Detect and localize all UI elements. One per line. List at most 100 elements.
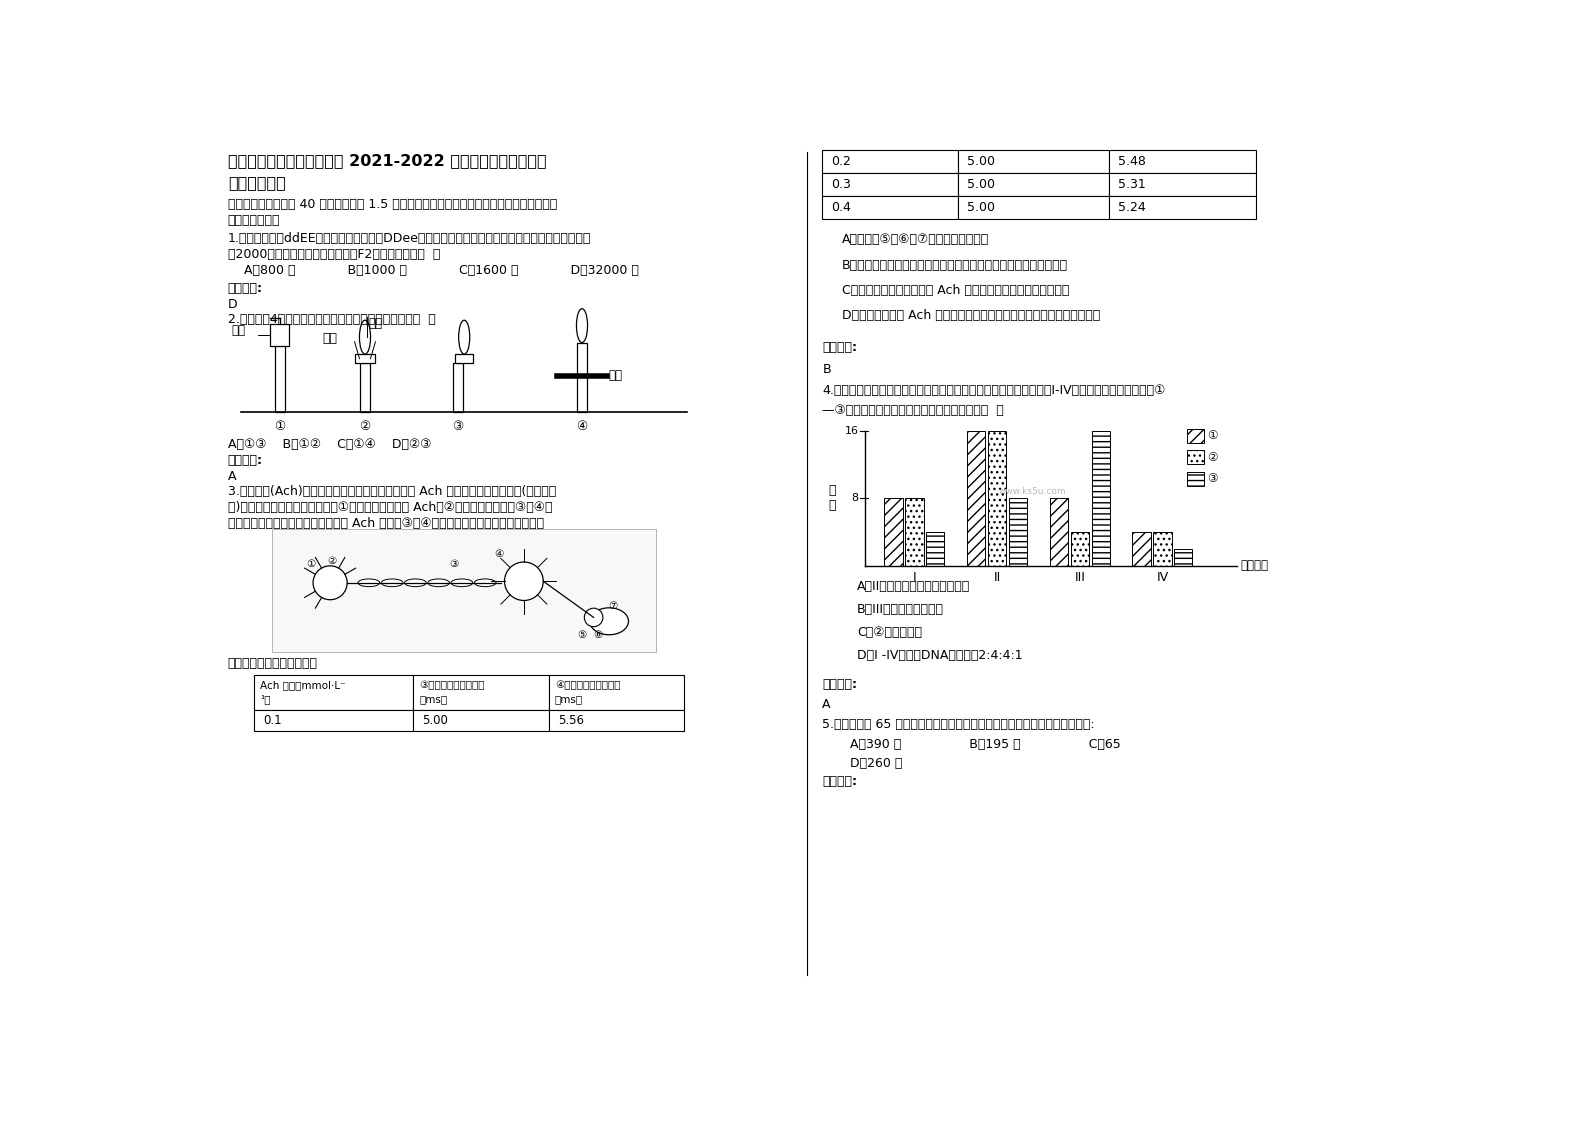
Text: 参考答案:: 参考答案: — [822, 775, 857, 789]
Text: ⑥: ⑥ — [594, 631, 601, 641]
Bar — [1109, 150, 1257, 173]
Text: 5.00: 5.00 — [966, 155, 995, 168]
Bar — [413, 675, 549, 710]
Bar — [578, 342, 587, 412]
Text: ⑤: ⑤ — [578, 631, 587, 641]
Bar — [1049, 498, 1068, 565]
Text: 末试题含解析: 末试题含解析 — [229, 175, 286, 190]
Text: 图)，在除去突触小泡的前提下自①处注入不同浓度的 Ach，②处给予恒定刺激，③、④两: 图)，在除去突触小泡的前提下自①处注入不同浓度的 Ach，②处给予恒定刺激，③、… — [229, 502, 552, 514]
Text: 参考答案:: 参考答案: — [229, 283, 263, 295]
Text: 切除: 切除 — [368, 318, 382, 330]
Circle shape — [584, 608, 603, 627]
Text: ③: ③ — [449, 559, 459, 569]
Bar — [959, 196, 1109, 219]
Text: 5.56: 5.56 — [559, 714, 584, 727]
Bar — [822, 196, 959, 219]
Text: ②: ② — [359, 420, 371, 433]
Bar — [966, 431, 986, 565]
Text: 参考答案:: 参考答案: — [822, 341, 857, 355]
Text: ③: ③ — [1206, 472, 1217, 486]
Text: B．III代表初级精母细胞: B．III代表初级精母细胞 — [857, 603, 944, 616]
Text: 3.乙酰胆碱(Ach)是一种神经递质。实验人员欲研究 Ach 浓度与反应时间的关系(简图如下: 3.乙酰胆碱(Ach)是一种神经递质。实验人员欲研究 Ach 浓度与反应时间的关… — [229, 485, 555, 498]
Text: A: A — [229, 470, 236, 482]
Text: D．I -IV中的核DNA数量比是2:4:4:1: D．I -IV中的核DNA数量比是2:4:4:1 — [857, 649, 1022, 662]
Text: A．II所处阶段发生基因自由组合: A．II所处阶段发生基因自由组合 — [857, 580, 970, 592]
Text: 参考答案:: 参考答案: — [229, 454, 263, 467]
Bar — [1187, 472, 1203, 486]
Text: ②: ② — [1206, 451, 1217, 463]
Text: 0.2: 0.2 — [832, 155, 851, 168]
Bar — [1133, 532, 1151, 565]
Text: 5.00: 5.00 — [422, 714, 448, 727]
Ellipse shape — [590, 608, 628, 635]
Text: 题目要求的。）: 题目要求的。） — [229, 214, 281, 227]
Ellipse shape — [359, 579, 379, 587]
Bar — [275, 342, 284, 412]
Text: C．②代表染色体: C．②代表染色体 — [857, 626, 922, 638]
Bar — [1187, 450, 1203, 465]
Ellipse shape — [381, 579, 403, 587]
Text: ④: ④ — [495, 549, 503, 559]
Text: I: I — [913, 571, 916, 585]
Bar — [254, 710, 413, 732]
Text: ③处感受到信号的时间: ③处感受到信号的时间 — [419, 681, 484, 690]
Ellipse shape — [428, 579, 449, 587]
Text: A．800 珠             B．1000 珠             C．1600 珠             D．32000 珠: A．800 珠 B．1000 珠 C．1600 珠 D．32000 珠 — [229, 264, 638, 277]
Text: 琼脂: 琼脂 — [322, 332, 338, 344]
Text: 2.如图所示4个实验中燕麦胚芽鞘能继续伸长生长的是（  ）: 2.如图所示4个实验中燕麦胚芽鞘能继续伸长生长的是（ ） — [229, 313, 435, 327]
Ellipse shape — [475, 579, 497, 587]
Text: ②: ② — [327, 557, 336, 567]
Bar — [884, 498, 903, 565]
Text: （ms）: （ms） — [419, 695, 448, 705]
Text: 8: 8 — [852, 494, 859, 504]
Bar — [822, 173, 959, 196]
Text: 锡纸: 锡纸 — [232, 324, 246, 338]
Text: 5.24: 5.24 — [1119, 201, 1146, 214]
Text: 示。下列各项叙述正确的是: 示。下列各项叙述正确的是 — [229, 656, 317, 670]
Bar — [1109, 196, 1257, 219]
Text: ①: ① — [1206, 430, 1217, 442]
Text: D: D — [229, 297, 238, 311]
Text: www.ks5u.com: www.ks5u.com — [998, 487, 1066, 496]
Ellipse shape — [576, 309, 587, 342]
Ellipse shape — [451, 579, 473, 587]
Bar — [905, 498, 924, 565]
Text: 5.某蛋白质由 65 个氨基酸组成，指导合成该蛋白质的基因的碱基数目至少有:: 5.某蛋白质由 65 个氨基酸组成，指导合成该蛋白质的基因的碱基数目至少有: — [822, 718, 1095, 732]
Text: C．表中数据说明高浓度的 Ach 能促进兴奋在神经纤维上的传导: C．表中数据说明高浓度的 Ach 能促进兴奋在神经纤维上的传导 — [841, 284, 1070, 297]
Text: 0.3: 0.3 — [832, 178, 851, 191]
Bar — [1009, 498, 1027, 565]
Text: A．图中的⑤、⑥与⑦共同构成一个突触: A．图中的⑤、⑥与⑦共同构成一个突触 — [841, 233, 989, 246]
Text: Ach 浓度（mmol·L⁻: Ach 浓度（mmol·L⁻ — [260, 681, 346, 690]
Ellipse shape — [459, 320, 470, 355]
Text: IV: IV — [1157, 571, 1168, 585]
Bar — [455, 355, 473, 364]
Text: 一、选择题（本题共 40 小题，每小题 1.5 分。在每小题给出的四个选项中，只有一项是符合: 一、选择题（本题共 40 小题，每小题 1.5 分。在每小题给出的四个选项中，只… — [229, 197, 557, 211]
Text: ⑦: ⑦ — [608, 601, 617, 610]
Bar — [360, 364, 370, 412]
Text: 参考答案:: 参考答案: — [822, 679, 857, 691]
Text: ①: ① — [275, 420, 286, 433]
Bar — [549, 675, 684, 710]
Text: 到2000珠矮杆早熟纯种水稻，那么F2在理论上要有（  ）: 到2000珠矮杆早熟纯种水稻，那么F2在理论上要有（ ） — [229, 248, 440, 260]
Text: D．260 个: D．260 个 — [833, 757, 903, 770]
Bar — [959, 150, 1109, 173]
Circle shape — [505, 562, 543, 600]
Text: 5.48: 5.48 — [1119, 155, 1146, 168]
Bar — [1092, 431, 1109, 565]
Bar — [270, 324, 289, 346]
Text: 江苏省淮安市枫叶国际学校 2021-2022 学年高二生物上学期期: 江苏省淮安市枫叶国际学校 2021-2022 学年高二生物上学期期 — [229, 153, 546, 168]
Text: 处分别为感应测量点。测得不同浓度 Ach 条件下③、④两处感受到信号所用时间如下表所: 处分别为感应测量点。测得不同浓度 Ach 条件下③、④两处感受到信号所用时间如下… — [229, 517, 544, 531]
Bar — [271, 528, 655, 652]
Bar — [254, 675, 413, 710]
Text: 4.右图表示雄果蝇进行某种细胞分裂时，处于四个不同阶段的细胞（I-IV）中遗传物质或其载体（①: 4.右图表示雄果蝇进行某种细胞分裂时，处于四个不同阶段的细胞（I-IV）中遗传物… — [822, 384, 1165, 397]
Text: 数
量: 数 量 — [828, 485, 836, 513]
Text: A．①③    B．①②    C．①④    D．②③: A．①③ B．①② C．①④ D．②③ — [229, 438, 432, 451]
Circle shape — [313, 565, 348, 600]
Text: D．表中数据说明 Ach 浓度的增加对兴奋在神经元之间的传递无明显影响: D．表中数据说明 Ach 浓度的增加对兴奋在神经元之间的传递无明显影响 — [841, 310, 1100, 322]
Text: 玻璃: 玻璃 — [608, 369, 622, 383]
Text: ④: ④ — [576, 420, 587, 433]
Text: II: II — [993, 571, 1001, 585]
Bar — [549, 710, 684, 732]
Text: ④处感受到信号的时间: ④处感受到信号的时间 — [555, 681, 621, 690]
Bar — [452, 364, 463, 412]
